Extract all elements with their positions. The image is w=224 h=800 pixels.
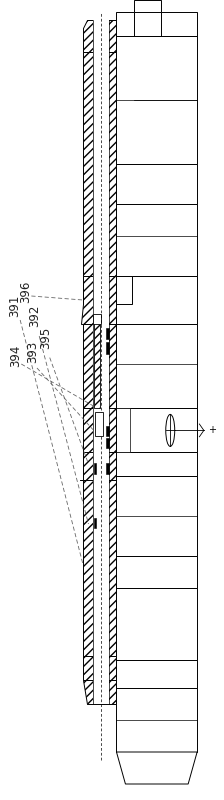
- Bar: [93, 20, 109, 704]
- Text: 392: 392: [28, 305, 41, 327]
- Bar: [94, 320, 100, 408]
- Bar: [106, 342, 109, 354]
- Bar: [83, 52, 116, 304]
- Bar: [116, 556, 197, 588]
- Polygon shape: [83, 20, 116, 52]
- Bar: [116, 36, 197, 164]
- Bar: [93, 314, 101, 324]
- Text: 391: 391: [8, 294, 21, 317]
- Bar: [116, 660, 197, 688]
- Text: 394: 394: [9, 345, 22, 367]
- Bar: [116, 324, 197, 408]
- Polygon shape: [116, 688, 197, 752]
- Bar: [116, 476, 197, 556]
- Bar: [116, 452, 197, 476]
- Bar: [83, 480, 116, 656]
- Bar: [106, 328, 109, 339]
- Polygon shape: [116, 164, 197, 204]
- Bar: [95, 412, 103, 436]
- Bar: [94, 463, 96, 474]
- Bar: [116, 204, 197, 276]
- Polygon shape: [80, 452, 116, 480]
- Polygon shape: [83, 656, 116, 680]
- Polygon shape: [83, 680, 116, 704]
- Text: 395: 395: [39, 326, 52, 349]
- Bar: [83, 408, 116, 480]
- Text: 396: 396: [19, 281, 32, 303]
- Text: 393: 393: [26, 341, 39, 363]
- Polygon shape: [116, 0, 197, 36]
- Text: +: +: [208, 426, 216, 435]
- Bar: [116, 408, 197, 452]
- Bar: [116, 588, 197, 660]
- Polygon shape: [81, 276, 116, 324]
- Bar: [83, 324, 116, 408]
- Bar: [94, 518, 96, 528]
- Bar: [106, 438, 109, 448]
- Bar: [116, 408, 130, 452]
- Bar: [134, 12, 161, 36]
- Bar: [106, 463, 109, 474]
- Polygon shape: [116, 752, 197, 784]
- Bar: [106, 426, 109, 436]
- Bar: [116, 276, 132, 304]
- Bar: [116, 276, 197, 324]
